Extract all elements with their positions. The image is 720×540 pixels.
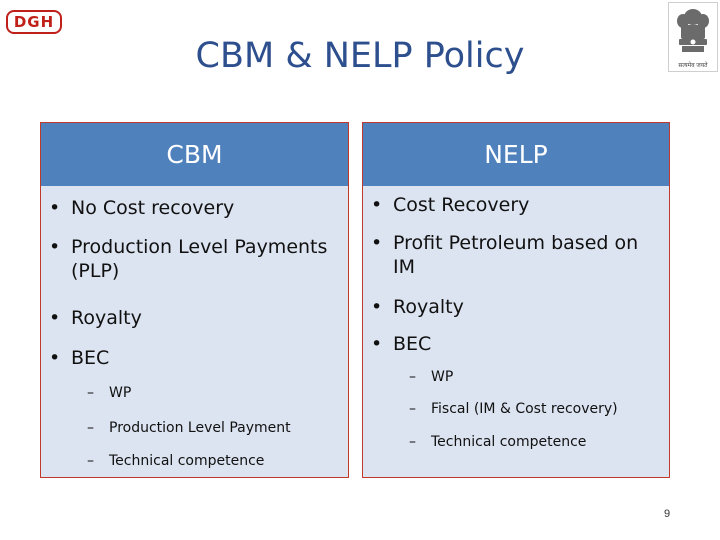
bullet: • (371, 333, 383, 355)
sub-list-item-text: Technical competence (109, 453, 265, 469)
list-item: • BEC (371, 332, 666, 356)
cbm-header: CBM (41, 123, 348, 186)
national-emblem-logo: सत्यमेव जयते (668, 2, 718, 72)
list-item: • Production Level Payments (PLP) (49, 235, 349, 283)
list-item-text: Profit Petroleum based on IM (393, 232, 639, 278)
dash: – (87, 420, 94, 436)
bullet: • (49, 236, 61, 258)
list-item-text: Royalty (393, 296, 464, 318)
list-item-text: BEC (393, 333, 432, 355)
dash: – (409, 369, 416, 385)
sub-list-item-text: Production Level Payment (109, 420, 291, 436)
lion-capital-icon (677, 9, 709, 52)
list-item: • BEC (49, 346, 344, 370)
bullet: • (49, 197, 61, 219)
nelp-header: NELP (363, 123, 669, 186)
dash: – (409, 434, 416, 450)
list-item: • Royalty (49, 306, 344, 330)
slide-title: CBM & NELP Policy (195, 36, 525, 76)
dash: – (87, 453, 94, 469)
bullet: • (371, 194, 383, 216)
bullet: • (49, 347, 61, 369)
sub-list-item: – Fiscal (IM & Cost recovery) (409, 401, 618, 417)
dash: – (409, 401, 416, 417)
list-item: • Royalty (371, 295, 666, 319)
sub-list-item-text: WP (431, 369, 454, 385)
sub-list-item-text: Technical competence (431, 434, 587, 450)
sub-list-item: – Production Level Payment (87, 420, 291, 436)
list-item-text: Production Level Payments (PLP) (71, 236, 328, 282)
list-item-text: Royalty (71, 307, 142, 329)
list-item: • Profit Petroleum based on IM (371, 231, 666, 279)
bullet: • (371, 232, 383, 254)
emblem-caption: सत्यमेव जयते (678, 63, 708, 69)
list-item-text: BEC (71, 347, 110, 369)
bullet: • (49, 307, 61, 329)
dgh-logo: DGH (6, 10, 62, 34)
list-item: • Cost Recovery (371, 193, 666, 217)
bullet: • (371, 296, 383, 318)
list-item: • No Cost recovery (49, 196, 344, 220)
sub-list-item-text: WP (109, 385, 132, 401)
sub-list-item: – WP (87, 385, 131, 401)
cbm-column: CBM • No Cost recovery • Production Leve… (40, 122, 349, 478)
sub-list-item: – Technical competence (409, 434, 586, 450)
list-item-text: No Cost recovery (71, 197, 235, 219)
nelp-column: NELP • Cost Recovery • Profit Petroleum … (362, 122, 670, 478)
sub-list-item: – Technical competence (87, 453, 264, 469)
list-item-text: Cost Recovery (393, 194, 530, 216)
sub-list-item: – WP (409, 369, 453, 385)
dash: – (87, 385, 94, 401)
dgh-logo-text: DGH (13, 13, 55, 31)
page-number: 9 (664, 508, 671, 520)
sub-list-item-text: Fiscal (IM & Cost recovery) (431, 401, 618, 417)
